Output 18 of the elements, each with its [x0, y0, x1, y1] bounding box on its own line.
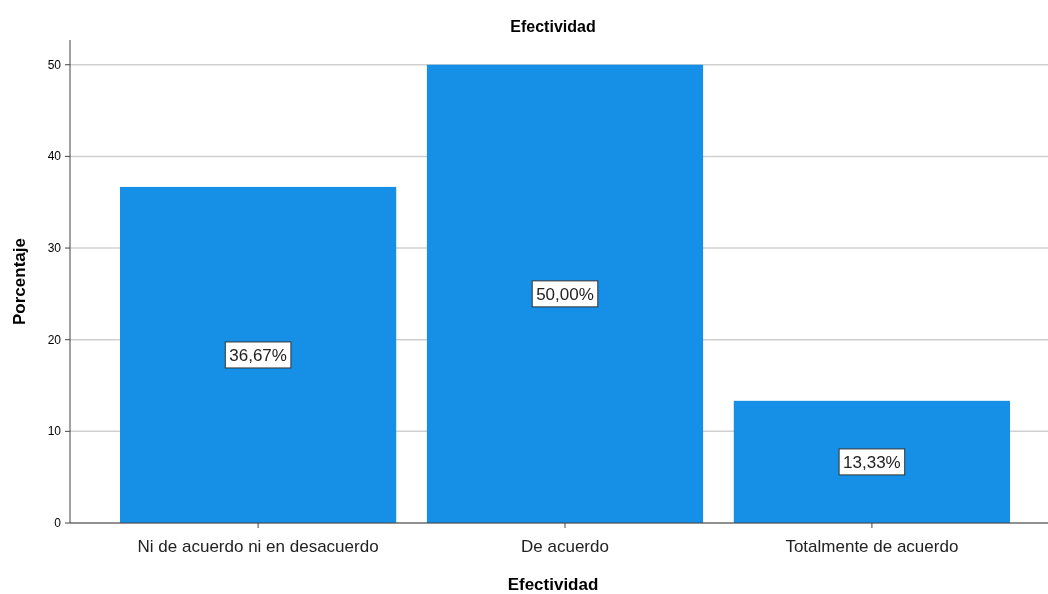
- y-tick-label: 40: [47, 149, 62, 164]
- x-tick-label: Totalmente de acuerdo: [785, 537, 959, 556]
- x-tick-label: De acuerdo: [521, 537, 609, 556]
- x-tick-label: Ni de acuerdo ni en desacuerdo: [137, 537, 379, 556]
- data-label: 50,00%: [536, 284, 594, 304]
- y-tick-label: 20: [47, 332, 62, 347]
- y-tick-label: 30: [47, 241, 62, 256]
- chart-title: Efectividad: [510, 18, 596, 35]
- bar: [120, 186, 397, 523]
- y-tick-label: 50: [47, 57, 62, 72]
- y-tick-label: 10: [47, 424, 62, 439]
- data-label: 13,33%: [843, 452, 901, 472]
- bar: [426, 64, 704, 523]
- bar: [733, 400, 1010, 523]
- y-axis-title: Porcentaje: [10, 238, 29, 325]
- y-tick-label: 0: [54, 516, 62, 530]
- data-label: 36,67%: [229, 345, 287, 365]
- x-axis-title: Efectividad: [507, 575, 599, 594]
